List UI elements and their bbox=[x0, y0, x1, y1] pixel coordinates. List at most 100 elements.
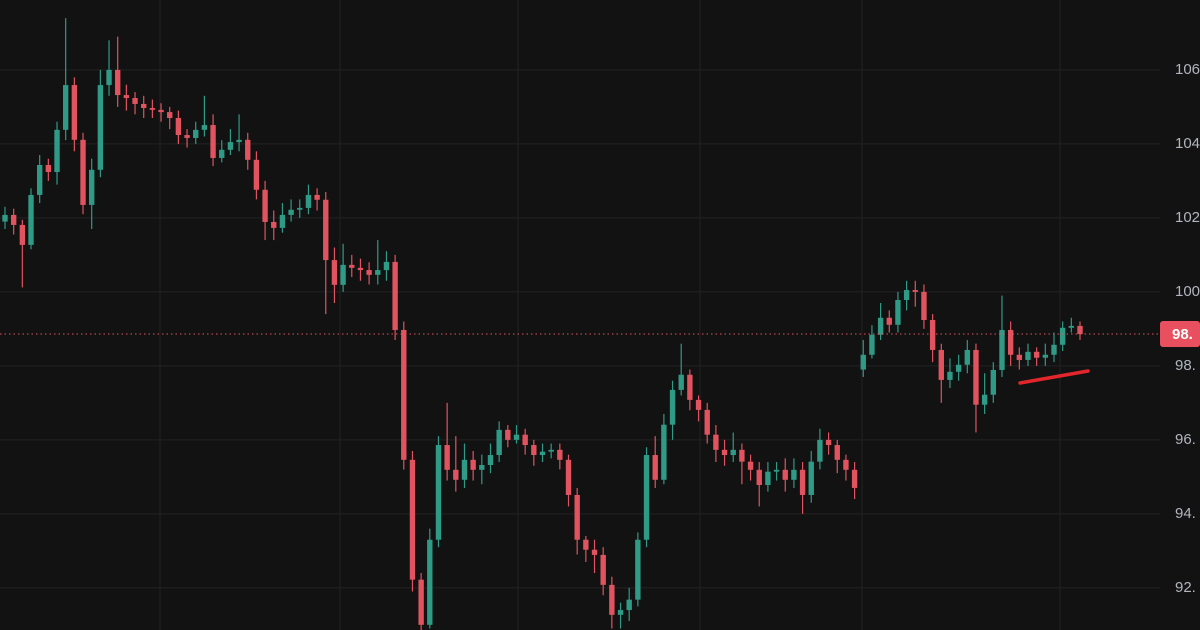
y-tick-label: 94. bbox=[1175, 505, 1196, 522]
candle-body bbox=[895, 300, 901, 325]
candle-body bbox=[843, 459, 849, 470]
y-tick-label: 106 bbox=[1175, 61, 1200, 78]
candle-body bbox=[964, 349, 970, 365]
candle-body bbox=[366, 270, 372, 275]
candle-body bbox=[210, 125, 216, 158]
candle-body bbox=[669, 389, 676, 425]
candle-body bbox=[383, 261, 390, 271]
candle-body bbox=[999, 329, 1005, 370]
candle-body bbox=[739, 449, 745, 462]
candle-body bbox=[531, 445, 537, 456]
candle-body bbox=[869, 334, 875, 355]
candle-body bbox=[1051, 344, 1057, 355]
candle-body bbox=[427, 539, 433, 625]
candle-body bbox=[730, 449, 736, 456]
candle-body bbox=[1077, 325, 1083, 335]
candle-body bbox=[903, 290, 910, 301]
candle-body bbox=[860, 354, 866, 370]
candle-body bbox=[791, 469, 797, 480]
candle-body bbox=[323, 199, 329, 261]
candles bbox=[2, 18, 1083, 630]
candle-body bbox=[245, 139, 251, 160]
candle-body bbox=[97, 85, 104, 170]
candle-body bbox=[557, 449, 563, 460]
candle-body bbox=[167, 112, 173, 119]
candle-body bbox=[600, 554, 606, 585]
y-tick-label: 102 bbox=[1175, 209, 1200, 226]
candle-body bbox=[54, 129, 60, 173]
candle-body bbox=[955, 364, 962, 372]
candle-body bbox=[652, 455, 658, 480]
candle-body bbox=[253, 159, 260, 190]
candle-body bbox=[193, 129, 199, 138]
candle-body bbox=[695, 399, 702, 410]
candle-body bbox=[271, 221, 277, 228]
last-price-tag bbox=[1160, 321, 1200, 348]
candle-body bbox=[505, 429, 511, 440]
candle-body bbox=[36, 164, 43, 195]
candle-body bbox=[583, 539, 589, 550]
candle-body bbox=[461, 459, 468, 480]
y-tick-label: 100 bbox=[1175, 283, 1200, 300]
time-grid bbox=[159, 0, 1061, 630]
candle-body bbox=[375, 270, 381, 275]
candle-body bbox=[227, 142, 234, 150]
y-tick-label: 98. bbox=[1175, 357, 1196, 374]
candle-body bbox=[1042, 354, 1049, 358]
candle-body bbox=[765, 471, 771, 485]
candle-body bbox=[539, 451, 546, 456]
candle-body bbox=[1033, 351, 1040, 358]
candle-body bbox=[565, 459, 572, 495]
candle-body bbox=[132, 98, 138, 104]
candle-body bbox=[756, 469, 762, 485]
candle-body bbox=[834, 445, 840, 460]
candle-body bbox=[981, 394, 988, 405]
candle-body bbox=[28, 194, 34, 245]
candle-body bbox=[617, 610, 624, 615]
candle-body bbox=[401, 329, 407, 460]
candle-body bbox=[175, 118, 182, 136]
candle-body bbox=[817, 439, 823, 462]
candle-body bbox=[115, 69, 121, 96]
candle-body bbox=[877, 317, 884, 335]
candle-body bbox=[1007, 329, 1014, 355]
candle-body bbox=[704, 409, 710, 435]
candle-body bbox=[279, 214, 286, 228]
candle-body bbox=[782, 469, 788, 480]
candle-body bbox=[929, 319, 936, 350]
candle-body bbox=[357, 267, 364, 271]
candle-body bbox=[2, 214, 8, 222]
candle-body bbox=[635, 539, 641, 600]
candle-body bbox=[973, 349, 979, 405]
candle-body bbox=[912, 290, 918, 292]
candle-body bbox=[418, 579, 424, 625]
candle-body bbox=[1025, 351, 1031, 360]
candle-body bbox=[71, 85, 78, 140]
candle-body bbox=[453, 469, 459, 480]
candle-body bbox=[921, 291, 927, 320]
candle-body bbox=[522, 434, 528, 446]
candle-body bbox=[106, 69, 112, 86]
candle-body bbox=[158, 109, 164, 113]
candle-body bbox=[1068, 325, 1075, 328]
candle-body bbox=[470, 459, 476, 470]
candle-body bbox=[851, 469, 858, 488]
candle-body bbox=[808, 461, 814, 495]
candle-body bbox=[305, 194, 312, 208]
candle-body bbox=[331, 260, 338, 285]
candle-body bbox=[80, 139, 86, 205]
candle-body bbox=[687, 374, 693, 400]
candle-body bbox=[89, 169, 95, 205]
candle-body bbox=[314, 194, 320, 200]
candle-body bbox=[288, 209, 294, 215]
candle-body bbox=[444, 445, 450, 470]
candle-body bbox=[487, 455, 494, 466]
candle-body bbox=[392, 261, 398, 330]
candle-body bbox=[19, 224, 26, 245]
last-price-label: 98. bbox=[1172, 326, 1193, 343]
y-tick-label: 92. bbox=[1175, 579, 1196, 596]
candle-body bbox=[990, 369, 996, 395]
candle-body bbox=[825, 439, 832, 446]
candle-body bbox=[609, 584, 615, 615]
